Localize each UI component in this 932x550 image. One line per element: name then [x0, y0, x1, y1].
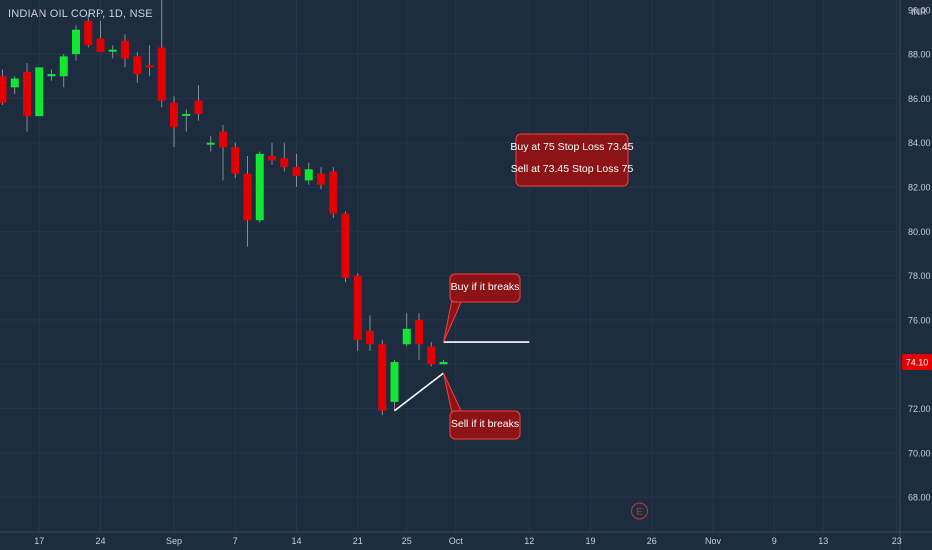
x-tick-label: Sep	[166, 536, 182, 546]
x-tick-label: 12	[524, 536, 534, 546]
trade-plan-box-text: Sell at 73.45 Stop Loss 75	[511, 163, 634, 175]
candle-body[interactable]	[47, 74, 56, 77]
y-tick-label: 88.00	[908, 50, 931, 60]
sell-callout-pointer	[443, 372, 463, 414]
event-marker-icon[interactable]	[631, 502, 648, 520]
candle-body[interactable]	[366, 330, 374, 345]
sell-callout[interactable]	[449, 410, 521, 440]
candle-body[interactable]	[206, 142, 215, 145]
candle-body[interactable]	[427, 346, 436, 365]
x-tick-label: 25	[402, 536, 412, 546]
x-tick-label: Oct	[449, 536, 464, 546]
candle-body[interactable]	[72, 29, 80, 55]
candle-body[interactable]	[280, 158, 289, 168]
x-tick-label: 9	[772, 536, 777, 546]
x-tick-label: 14	[291, 536, 301, 546]
candle-body[interactable]	[231, 147, 240, 174]
candle-body[interactable]	[378, 344, 387, 411]
chart-title: INDIAN OIL CORP, 1D, NSE	[8, 8, 153, 20]
y-tick-label: 84.00	[908, 138, 931, 148]
x-tick-label: 21	[353, 536, 363, 546]
x-tick-label: 17	[34, 536, 44, 546]
buy-callout[interactable]	[449, 273, 521, 303]
candle-body[interactable]	[304, 169, 313, 181]
candle-body[interactable]	[219, 131, 227, 148]
candle-body[interactable]	[243, 173, 252, 221]
candle-body[interactable]	[317, 173, 325, 185]
x-tick-label: Nov	[705, 536, 722, 546]
candle-body[interactable]	[108, 49, 117, 52]
candle-body[interactable]	[341, 213, 350, 278]
support-trend-line[interactable]	[394, 372, 444, 412]
candle-body[interactable]	[292, 167, 301, 176]
candle-body[interactable]	[182, 113, 191, 116]
candle-body[interactable]	[170, 102, 178, 128]
y-tick-label: 70.00	[908, 448, 931, 458]
buy-callout-text: Buy if it breaks	[451, 281, 520, 293]
candle-body[interactable]	[121, 40, 129, 59]
x-tick-label: 19	[585, 536, 595, 546]
candle-body[interactable]	[390, 362, 399, 402]
candle-body[interactable]	[268, 156, 276, 161]
sell-callout-text: Sell if it breaks	[451, 418, 519, 430]
current-price-label: 74.10	[906, 358, 929, 368]
trade-plan-box-text: Buy at 75 Stop Loss 73.45	[510, 141, 633, 153]
candle-body[interactable]	[402, 328, 411, 345]
candle-body[interactable]	[84, 20, 93, 46]
currency-label: INR	[911, 7, 927, 17]
candle-body[interactable]	[96, 38, 105, 52]
x-tick-label: 7	[233, 536, 238, 546]
event-marker-label: E	[636, 507, 642, 517]
candle-body[interactable]	[23, 71, 31, 117]
trade-plan-box[interactable]	[515, 133, 629, 187]
candle-body[interactable]	[157, 47, 166, 101]
candle-body[interactable]	[0, 76, 7, 103]
y-tick-label: 80.00	[908, 227, 931, 237]
y-tick-label: 72.00	[908, 404, 931, 414]
candle-body[interactable]	[145, 65, 154, 68]
x-tick-label: 24	[95, 536, 105, 546]
current-price-tag	[902, 354, 932, 370]
y-tick-label: 76.00	[908, 315, 931, 325]
candle-body[interactable]	[133, 56, 142, 75]
y-tick-label: 78.00	[908, 271, 931, 281]
candle-body[interactable]	[255, 153, 264, 221]
y-tick-label: 90.00	[908, 5, 931, 15]
y-tick-label: 82.00	[908, 183, 931, 193]
candle-body[interactable]	[59, 56, 68, 77]
buy-callout-pointer	[443, 299, 463, 343]
x-tick-label: 23	[892, 536, 902, 546]
y-tick-label: 68.00	[908, 493, 931, 503]
candle-body[interactable]	[439, 362, 448, 365]
candle-body[interactable]	[353, 275, 362, 340]
candle-body[interactable]	[35, 67, 44, 117]
x-tick-label: 26	[647, 536, 657, 546]
candle-body[interactable]	[329, 171, 338, 214]
candle-body[interactable]	[415, 319, 423, 345]
candle-body[interactable]	[10, 78, 19, 88]
x-tick-label: 13	[818, 536, 828, 546]
candle-body[interactable]	[194, 100, 203, 114]
y-tick-label: 86.00	[908, 94, 931, 104]
